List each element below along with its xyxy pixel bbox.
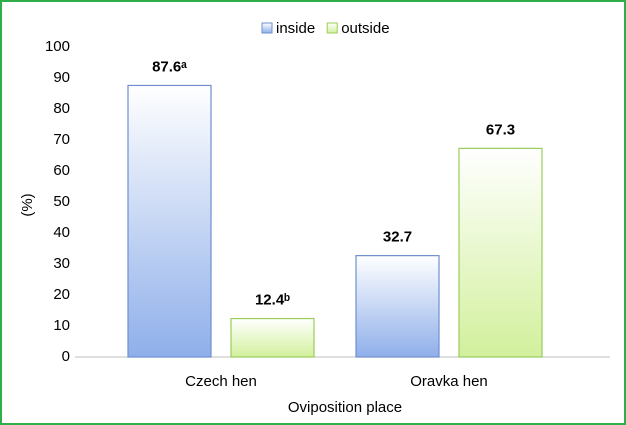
y-axis-label: (%) [19, 193, 36, 216]
legend-label: inside [276, 20, 315, 37]
y-tick-label: 60 [53, 162, 70, 179]
data-label: 87.6ᵃ [152, 58, 187, 75]
y-tick-label: 50 [53, 193, 70, 210]
legend-swatch [326, 22, 338, 34]
bar [230, 317, 315, 358]
y-tick-label: 40 [53, 224, 70, 241]
data-label: 67.3 [486, 121, 515, 138]
y-tick-label: 70 [53, 131, 70, 148]
legend-swatch [261, 22, 273, 34]
data-label: 12.4ᵇ [255, 292, 290, 309]
data-label: 32.7 [383, 229, 412, 246]
y-tick-label: 80 [53, 100, 70, 117]
y-tick-label: 30 [53, 255, 70, 272]
y-tick-label: 20 [53, 286, 70, 303]
bar [127, 84, 212, 358]
bar [458, 147, 543, 358]
y-tick-label: 100 [45, 38, 70, 55]
bar [355, 255, 440, 358]
y-tick-label: 90 [53, 69, 70, 86]
legend-label: outside [341, 20, 389, 37]
x-axis-label: Oviposition place [288, 399, 402, 416]
y-tick-label: 10 [53, 317, 70, 334]
x-tick-label: Czech hen [185, 373, 257, 390]
x-tick-label: Oravka hen [410, 373, 488, 390]
y-tick-label: 0 [62, 348, 70, 365]
